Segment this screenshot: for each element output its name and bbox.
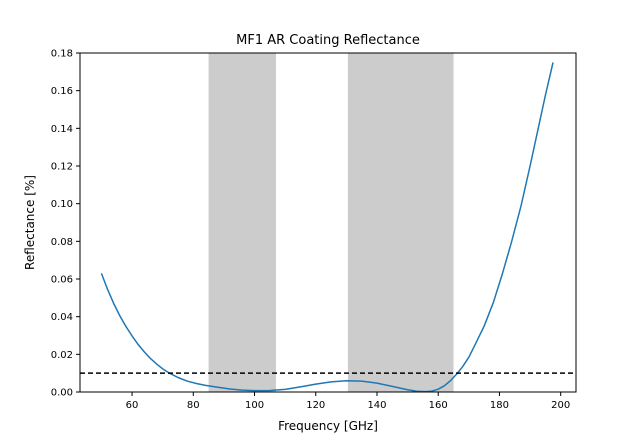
x-tick-label: 160 (429, 400, 448, 411)
y-tick-label: 0.06 (51, 275, 73, 286)
x-tick-label: 80 (187, 400, 200, 411)
x-tick-label: 140 (367, 400, 386, 411)
y-tick-label: 0.00 (51, 388, 73, 399)
y-tick-label: 0.14 (51, 124, 73, 135)
reflectance-curve-1 (100, 62, 554, 393)
y-tick-label: 0.04 (51, 312, 73, 323)
chart-title: MF1 AR Coating Reflectance (236, 33, 420, 48)
y-tick-label: 0.18 (51, 49, 73, 60)
plot-frame (79, 52, 577, 393)
y-tick-label: 0.08 (51, 237, 73, 248)
y-axis-label: Reflectance [%] (23, 175, 37, 270)
frequency-band-2 (347, 53, 454, 392)
series-layer (100, 62, 554, 393)
frequency-band-1 (208, 53, 276, 392)
y-axis-ticks: 0.00 0.02 0.04 0.06 0.08 0.10 0.12 0.14 0.16 0.18 (51, 49, 80, 399)
x-tick-label: 60 (126, 400, 139, 411)
x-tick-label: 100 (245, 400, 264, 411)
x-tick-label: 120 (306, 400, 325, 411)
y-tick-label: 0.16 (51, 86, 73, 97)
y-tick-label: 0.12 (51, 162, 73, 173)
frequency-bands (208, 53, 454, 392)
x-tick-label: 180 (490, 400, 509, 411)
x-tick-label: 200 (551, 400, 570, 411)
x-axis-ticks: 60 80 100 120 140 160 180 200 (126, 392, 570, 411)
y-tick-label: 0.02 (51, 350, 73, 361)
y-tick-label: 0.10 (51, 199, 73, 210)
x-axis-label: Frequency [GHz] (278, 419, 378, 433)
